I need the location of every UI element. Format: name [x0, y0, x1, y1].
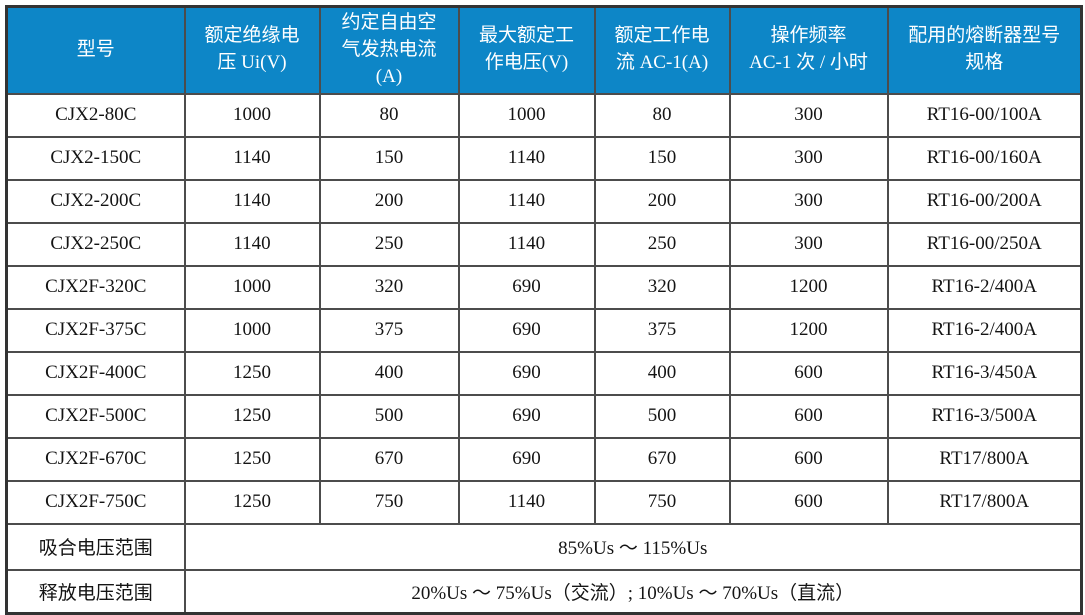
table-row: CJX2F-750C 1250 750 1140 750 600 RT17/80… [5, 479, 1083, 525]
working-current-cell: 670 [593, 436, 731, 482]
table-row: CJX2-200C 1140 200 1140 200 300 RT16-00/… [5, 178, 1083, 224]
pickup-voltage-row: 吸合电压范围 85%Us ～ 115%Us [5, 522, 1083, 571]
max-working-voltage-cell: 1140 [457, 135, 596, 181]
working-current-cell: 500 [593, 393, 731, 439]
working-current-cell: 320 [593, 264, 731, 310]
column-header-working-current: 额定工作电 流 AC-1(A) [593, 5, 731, 95]
insulation-voltage-cell: 1250 [183, 350, 321, 396]
insulation-voltage-cell: 1250 [183, 393, 321, 439]
operating-frequency-cell: 300 [728, 92, 889, 138]
thermal-current-cell: 200 [318, 178, 460, 224]
operating-frequency-cell: 600 [728, 479, 889, 525]
insulation-voltage-cell: 1250 [183, 479, 321, 525]
table-row: CJX2F-500C 1250 500 690 500 600 RT16-3/5… [5, 393, 1083, 439]
max-working-voltage-cell: 690 [457, 436, 596, 482]
working-current-cell: 250 [593, 221, 731, 267]
thermal-current-cell: 750 [318, 479, 460, 525]
table-row: CJX2-250C 1140 250 1140 250 300 RT16-00/… [5, 221, 1083, 267]
model-cell: CJX2-200C [5, 178, 186, 224]
insulation-voltage-cell: 1250 [183, 436, 321, 482]
max-working-voltage-cell: 690 [457, 350, 596, 396]
contactor-spec-table: 型号 额定绝缘电 压 Ui(V) 约定自由空 气发热电流 (A) 最大额定工 作… [5, 5, 1083, 615]
operating-frequency-cell: 600 [728, 436, 889, 482]
column-header-max-working-voltage: 最大额定工 作电压(V) [457, 5, 596, 95]
release-voltage-value: 20%Us ～ 75%Us（交流）; 10%Us ～ 70%Us（直流） [183, 568, 1083, 615]
model-cell: CJX2-80C [5, 92, 186, 138]
insulation-voltage-cell: 1000 [183, 307, 321, 353]
fuse-spec-cell: RT16-00/250A [886, 221, 1083, 267]
thermal-current-cell: 80 [318, 92, 460, 138]
operating-frequency-cell: 1200 [728, 264, 889, 310]
operating-frequency-cell: 300 [728, 135, 889, 181]
table-row: CJX2F-375C 1000 375 690 375 1200 RT16-2/… [5, 307, 1083, 353]
model-cell: CJX2F-400C [5, 350, 186, 396]
max-working-voltage-cell: 1140 [457, 221, 596, 267]
working-current-cell: 80 [593, 92, 731, 138]
max-working-voltage-cell: 690 [457, 393, 596, 439]
fuse-spec-cell: RT17/800A [886, 479, 1083, 525]
fuse-spec-cell: RT16-3/450A [886, 350, 1083, 396]
insulation-voltage-cell: 1140 [183, 135, 321, 181]
model-cell: CJX2F-320C [5, 264, 186, 310]
fuse-spec-cell: RT16-2/400A [886, 264, 1083, 310]
table-row: CJX2-80C 1000 80 1000 80 300 RT16-00/100… [5, 92, 1083, 138]
table-row: CJX2F-400C 1250 400 690 400 600 RT16-3/4… [5, 350, 1083, 396]
column-header-insulation-voltage: 额定绝缘电 压 Ui(V) [183, 5, 321, 95]
thermal-current-cell: 250 [318, 221, 460, 267]
operating-frequency-cell: 300 [728, 178, 889, 224]
max-working-voltage-cell: 690 [457, 264, 596, 310]
table-row: CJX2-150C 1140 150 1140 150 300 RT16-00/… [5, 135, 1083, 181]
fuse-spec-cell: RT17/800A [886, 436, 1083, 482]
pickup-voltage-value: 85%Us ～ 115%Us [183, 522, 1083, 571]
operating-frequency-cell: 600 [728, 393, 889, 439]
thermal-current-cell: 375 [318, 307, 460, 353]
operating-frequency-cell: 600 [728, 350, 889, 396]
working-current-cell: 200 [593, 178, 731, 224]
operating-frequency-cell: 300 [728, 221, 889, 267]
fuse-spec-cell: RT16-00/100A [886, 92, 1083, 138]
thermal-current-cell: 320 [318, 264, 460, 310]
column-header-model: 型号 [5, 5, 186, 95]
thermal-current-cell: 500 [318, 393, 460, 439]
thermal-current-cell: 150 [318, 135, 460, 181]
max-working-voltage-cell: 1140 [457, 178, 596, 224]
column-header-fuse-spec: 配用的熔断器型号 规格 [886, 5, 1083, 95]
column-header-operating-frequency: 操作频率 AC-1 次 / 小时 [728, 5, 889, 95]
thermal-current-cell: 400 [318, 350, 460, 396]
release-voltage-row: 释放电压范围 20%Us ～ 75%Us（交流）; 10%Us ～ 70%Us（… [5, 568, 1083, 615]
column-header-thermal-current: 约定自由空 气发热电流 (A) [318, 5, 460, 95]
working-current-cell: 150 [593, 135, 731, 181]
max-working-voltage-cell: 690 [457, 307, 596, 353]
model-cell: CJX2F-375C [5, 307, 186, 353]
insulation-voltage-cell: 1140 [183, 221, 321, 267]
fuse-spec-cell: RT16-00/160A [886, 135, 1083, 181]
working-current-cell: 400 [593, 350, 731, 396]
working-current-cell: 750 [593, 479, 731, 525]
table-row: CJX2F-320C 1000 320 690 320 1200 RT16-2/… [5, 264, 1083, 310]
fuse-spec-cell: RT16-2/400A [886, 307, 1083, 353]
insulation-voltage-cell: 1000 [183, 92, 321, 138]
max-working-voltage-cell: 1140 [457, 479, 596, 525]
model-cell: CJX2-250C [5, 221, 186, 267]
thermal-current-cell: 670 [318, 436, 460, 482]
model-cell: CJX2F-750C [5, 479, 186, 525]
model-cell: CJX2-150C [5, 135, 186, 181]
release-voltage-label: 释放电压范围 [5, 568, 186, 615]
model-cell: CJX2F-670C [5, 436, 186, 482]
fuse-spec-cell: RT16-00/200A [886, 178, 1083, 224]
insulation-voltage-cell: 1140 [183, 178, 321, 224]
fuse-spec-cell: RT16-3/500A [886, 393, 1083, 439]
operating-frequency-cell: 1200 [728, 307, 889, 353]
insulation-voltage-cell: 1000 [183, 264, 321, 310]
pickup-voltage-label: 吸合电压范围 [5, 522, 186, 571]
working-current-cell: 375 [593, 307, 731, 353]
table-row: CJX2F-670C 1250 670 690 670 600 RT17/800… [5, 436, 1083, 482]
max-working-voltage-cell: 1000 [457, 92, 596, 138]
header-row: 型号 额定绝缘电 压 Ui(V) 约定自由空 气发热电流 (A) 最大额定工 作… [5, 5, 1083, 95]
model-cell: CJX2F-500C [5, 393, 186, 439]
